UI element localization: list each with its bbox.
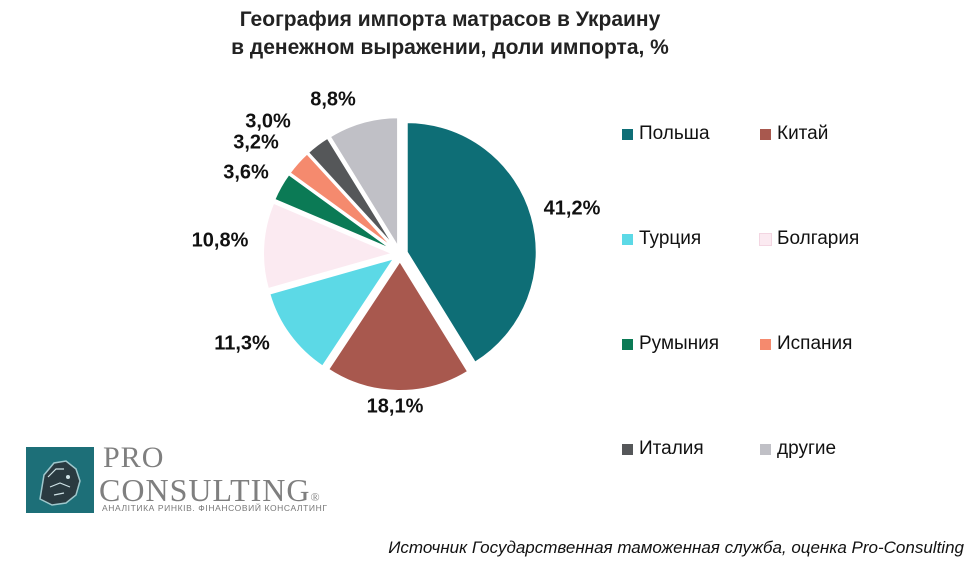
legend-item-4: Болгария <box>759 228 860 250</box>
data-label-2: 18,1% <box>367 395 424 417</box>
pie-slice-4 <box>262 201 397 291</box>
data-label-8: 8,8% <box>310 88 356 110</box>
data-label-6: 3,2% <box>233 131 279 153</box>
logo-pro-text: PRO <box>103 441 165 474</box>
legend-item-8: другие <box>760 438 836 460</box>
data-label-5: 3,6% <box>223 161 269 183</box>
legend-item-6: Испания <box>760 333 852 355</box>
logo-rhino-icon <box>26 447 94 513</box>
legend-swatch <box>760 128 771 140</box>
chart-title-line1: География импорта матрасов в Украину <box>239 8 661 31</box>
legend-label: Италия <box>639 438 704 459</box>
chart-title: География импорта матрасов в Украину в д… <box>0 6 900 62</box>
legend-item-5: Румыния <box>622 333 719 355</box>
legend-swatch <box>622 443 633 455</box>
legend-label: Польша <box>639 123 710 144</box>
legend-label: Болгария <box>777 228 860 249</box>
pie-slice-1 <box>405 121 538 365</box>
legend-swatch <box>622 338 633 350</box>
pie-slice-6 <box>288 152 396 251</box>
source-note: Источник Государственная таможенная служ… <box>388 538 964 557</box>
legend-swatch <box>760 443 771 455</box>
pie-slice-7 <box>306 136 397 250</box>
data-label-1: 41,2% <box>544 197 601 219</box>
data-label-7: 3,0% <box>245 110 291 132</box>
legend-swatch <box>759 232 772 246</box>
data-label-3: 11,3% <box>214 332 270 354</box>
pie-slice-3 <box>268 256 397 368</box>
legend-item-1: Польша <box>622 123 710 145</box>
legend-label: другие <box>777 438 837 459</box>
legend-swatch <box>622 128 633 140</box>
legend-item-2: Китай <box>760 123 828 145</box>
logo-tagline: АНАЛІТИКА РИНКІВ. ФІНАНСОВИЙ КОНСАЛТИНГ <box>102 503 328 513</box>
legend-label: Румыния <box>639 333 720 354</box>
pie-slice-2 <box>326 259 470 392</box>
legend-item-3: Турция <box>622 228 701 250</box>
legend-swatch <box>622 233 633 245</box>
pie-slice-5 <box>272 172 395 252</box>
logo-consulting-text: CONSULTING® <box>99 472 321 508</box>
data-label-4: 10,8% <box>192 229 249 251</box>
legend-label: Турция <box>639 228 702 249</box>
legend-swatch <box>760 338 771 350</box>
legend-label: Китай <box>777 123 829 144</box>
legend-item-7: Италия <box>622 438 704 460</box>
pie-slice-8 <box>328 116 400 251</box>
legend-label: Испания <box>777 333 853 354</box>
chart-title-line2: в денежном выражении, доли импорта, % <box>231 36 669 59</box>
